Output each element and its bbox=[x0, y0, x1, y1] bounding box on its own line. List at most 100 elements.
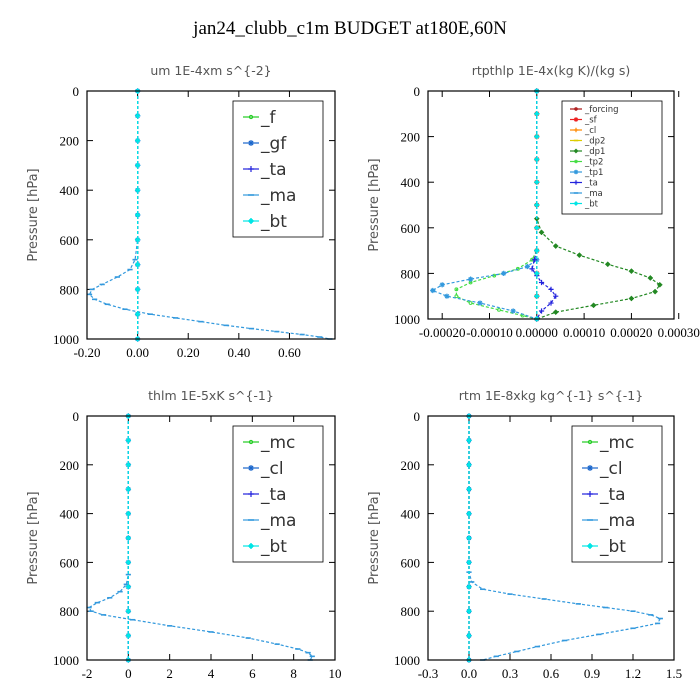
series-bt bbox=[466, 413, 472, 663]
legend-marker bbox=[247, 217, 255, 225]
x-tick-label: 0.0 bbox=[461, 666, 477, 681]
data-point bbox=[134, 236, 141, 243]
data-point bbox=[466, 608, 472, 615]
x-tick-label: -0.3 bbox=[418, 666, 439, 681]
data-point bbox=[533, 133, 540, 140]
series-line bbox=[455, 91, 538, 320]
x-tick-label: 6 bbox=[249, 666, 256, 681]
data-point bbox=[533, 270, 540, 277]
y-tick-label: 0 bbox=[73, 409, 80, 424]
x-tick-label: -0.00020 bbox=[419, 325, 466, 340]
legend-marker bbox=[248, 114, 254, 120]
x-tick-label: 4 bbox=[208, 666, 215, 681]
legend-label: _bt bbox=[599, 537, 626, 557]
y-tick-label: 1000 bbox=[394, 653, 420, 668]
y-tick-label: 800 bbox=[401, 604, 421, 619]
data-point bbox=[125, 559, 132, 566]
y-axis-label: Pressure [hPa] bbox=[367, 158, 382, 251]
panel-title: thlm 1E-5xK s^{-1} bbox=[148, 388, 274, 403]
x-tick-label: -0.20 bbox=[73, 345, 100, 360]
x-tick-label: 0.60 bbox=[278, 345, 301, 360]
data-point bbox=[529, 266, 535, 272]
data-point bbox=[125, 583, 132, 590]
plot-frame bbox=[86, 415, 336, 661]
data-point bbox=[533, 110, 540, 117]
x-tick-label: 0.40 bbox=[227, 345, 250, 360]
legend: _f _gf _ta _ma _bt bbox=[232, 100, 324, 238]
y-tick-label: 600 bbox=[401, 221, 421, 236]
y-tick-label: 200 bbox=[401, 130, 421, 145]
series-line bbox=[88, 91, 331, 340]
x-tick-label: 0.00000 bbox=[516, 325, 558, 340]
data-point bbox=[552, 243, 559, 249]
data-point bbox=[628, 268, 635, 275]
y-axis-label: Pressure [hPa] bbox=[26, 491, 41, 584]
x-tick-label: -0.00010 bbox=[466, 325, 513, 340]
legend-marker bbox=[573, 169, 579, 175]
data-point bbox=[134, 311, 141, 318]
data-point bbox=[134, 286, 141, 293]
x-tick-label: -2 bbox=[82, 666, 93, 681]
y-tick-label: 0 bbox=[414, 409, 421, 424]
legend-label: _ma bbox=[599, 511, 635, 531]
legend-label: _dp2 bbox=[584, 137, 605, 147]
y-tick-label: 600 bbox=[60, 555, 80, 570]
legend-label: _bt bbox=[260, 212, 287, 232]
legend-label: _ta bbox=[260, 160, 287, 180]
series-tp1 bbox=[430, 88, 540, 322]
data-point bbox=[125, 510, 132, 517]
data-point bbox=[466, 632, 472, 639]
data-point bbox=[134, 112, 141, 119]
legend-marker bbox=[248, 166, 254, 172]
data-point bbox=[604, 261, 611, 268]
series-line bbox=[88, 416, 314, 661]
legend-marker bbox=[587, 465, 593, 471]
series-bt bbox=[134, 88, 141, 342]
y-tick-label: 1000 bbox=[394, 312, 420, 327]
data-point bbox=[533, 179, 540, 186]
data-point bbox=[430, 287, 436, 294]
y-tick-label: 0 bbox=[414, 84, 421, 99]
y-tick-label: 400 bbox=[60, 507, 80, 522]
x-tick-label: 0.6 bbox=[543, 666, 560, 681]
data-point bbox=[590, 302, 597, 309]
data-point bbox=[134, 137, 141, 144]
y-tick-label: 600 bbox=[60, 233, 80, 248]
y-tick-label: 0 bbox=[73, 84, 80, 99]
data-point bbox=[538, 279, 545, 286]
data-point bbox=[125, 437, 132, 444]
data-point bbox=[466, 510, 472, 517]
legend-label: _cl bbox=[260, 459, 284, 479]
data-point bbox=[466, 559, 472, 566]
data-point bbox=[510, 308, 516, 314]
legend-label: _mc bbox=[599, 433, 634, 453]
legend-label: _ma bbox=[584, 189, 603, 199]
x-tick-label: 10 bbox=[329, 666, 342, 681]
legend-marker bbox=[248, 140, 254, 146]
x-tick-label: 0.00030 bbox=[658, 325, 700, 340]
data-point bbox=[548, 286, 554, 292]
x-tick-label: 0.9 bbox=[584, 666, 600, 681]
x-tick-label: 8 bbox=[290, 666, 297, 681]
legend-label: _ta bbox=[260, 485, 287, 505]
data-point bbox=[538, 308, 545, 314]
data-point bbox=[515, 266, 520, 271]
x-tick-label: 2 bbox=[166, 666, 173, 681]
legend-label: _bt bbox=[584, 200, 599, 210]
x-tick-label: 0.00 bbox=[126, 345, 149, 360]
panel-title: rtpthlp 1E-4x(kg K)/(kg s) bbox=[472, 63, 631, 78]
data-point bbox=[497, 307, 501, 312]
y-tick-label: 200 bbox=[60, 458, 80, 473]
legend-marker bbox=[573, 200, 579, 207]
data-point bbox=[552, 309, 559, 316]
legend-label: _bt bbox=[260, 537, 287, 557]
legend-label: _ma bbox=[260, 511, 296, 531]
data-point bbox=[439, 282, 445, 288]
data-point bbox=[467, 276, 474, 282]
legend-label: _ta bbox=[599, 485, 626, 505]
data-point bbox=[553, 293, 559, 299]
data-point bbox=[125, 608, 132, 615]
data-point bbox=[134, 261, 141, 268]
y-tick-label: 400 bbox=[401, 175, 421, 190]
legend-label: _mc bbox=[260, 433, 295, 453]
